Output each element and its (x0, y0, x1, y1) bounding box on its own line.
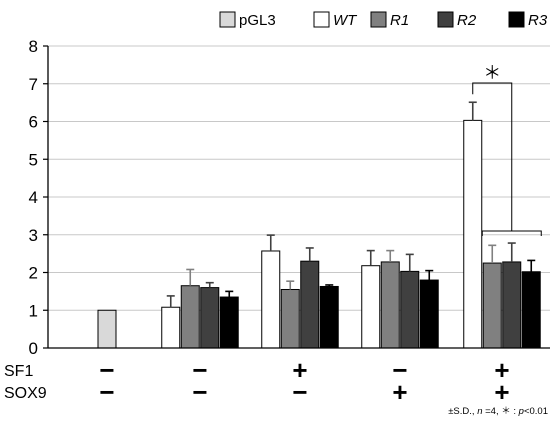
legend-label-r1: R1 (390, 12, 409, 29)
legend-label-r3: R3 (528, 12, 548, 29)
bar-r2 (200, 287, 220, 349)
bar-r1 (280, 288, 300, 349)
y-tick-label: 3 (29, 226, 38, 245)
legend-label-pgl3: pGL3 (239, 12, 276, 29)
legend: pGL3 WT R1 R2 R3 (219, 11, 548, 29)
bar-r2 (400, 270, 420, 349)
legend-swatch-r2 (437, 11, 454, 28)
bar-wt (361, 265, 381, 349)
y-tick-label: 0 (29, 339, 38, 358)
y-tick-label: 2 (29, 264, 38, 283)
y-tick-label: 1 (29, 301, 38, 320)
error-bars (166, 101, 536, 308)
legend-label-r2: R2 (457, 12, 477, 29)
legend-swatch-r1 (370, 11, 387, 28)
significance-star: ＊ (483, 63, 501, 83)
condition-sign: − (292, 377, 307, 407)
footnote-pre: ±S.D., (448, 406, 478, 417)
condition-label-sox9: SOX9 (4, 385, 47, 402)
footnote-mid: =4, ＊ : (482, 406, 519, 417)
mutant-bracket (481, 230, 542, 237)
condition-label-sf1: SF1 (4, 363, 33, 380)
condition-sign: + (392, 377, 407, 407)
axes (47, 46, 550, 349)
footnote-post: <0.01 (523, 406, 548, 417)
bar-r1 (482, 262, 502, 349)
bar-r1 (380, 261, 400, 349)
condition-rows: SF1− − + − +SOX9− − − + + (4, 355, 510, 407)
y-tick-label: 5 (29, 150, 38, 169)
condition-sign: − (192, 377, 207, 407)
condition-sign: − (99, 355, 114, 385)
y-tick-label: 8 (29, 37, 38, 56)
bars (97, 119, 541, 349)
legend-swatch-r3 (508, 11, 525, 28)
bar-r3 (521, 271, 541, 349)
y-axis-tick-labels: 0 1 2 3 4 5 6 7 8 (29, 37, 38, 358)
bar-r2 (300, 260, 320, 349)
footnote-n: n (477, 406, 483, 417)
footnote-p: p (518, 406, 524, 417)
condition-sign: − (392, 355, 407, 385)
legend-swatch-wt (313, 11, 330, 28)
legend-label-wt: WT (333, 12, 358, 29)
condition-sign: + (494, 377, 509, 407)
footnote: ±S.D., n =4, ＊ : p<0.01 (448, 403, 548, 417)
bar-r3 (219, 296, 239, 349)
bar-wt (261, 250, 281, 349)
y-tick-label: 4 (29, 188, 38, 207)
bar-pgl3 (97, 309, 117, 349)
bar-wt (161, 306, 181, 349)
y-tick-label: 7 (29, 75, 38, 94)
condition-sign: − (99, 377, 114, 407)
bar-r3 (419, 279, 439, 349)
condition-sign: − (192, 355, 207, 385)
significance-annotation: ＊ (472, 63, 542, 237)
bar-r2 (502, 261, 522, 349)
bar-r3 (319, 285, 339, 349)
y-tick-label: 6 (29, 113, 38, 132)
condition-sign: + (292, 355, 307, 385)
comparison-bracket (472, 82, 513, 232)
bar-r1 (180, 285, 200, 349)
condition-sign: + (494, 355, 509, 385)
bar-wt (463, 119, 483, 349)
legend-swatch-pgl3 (219, 11, 236, 28)
